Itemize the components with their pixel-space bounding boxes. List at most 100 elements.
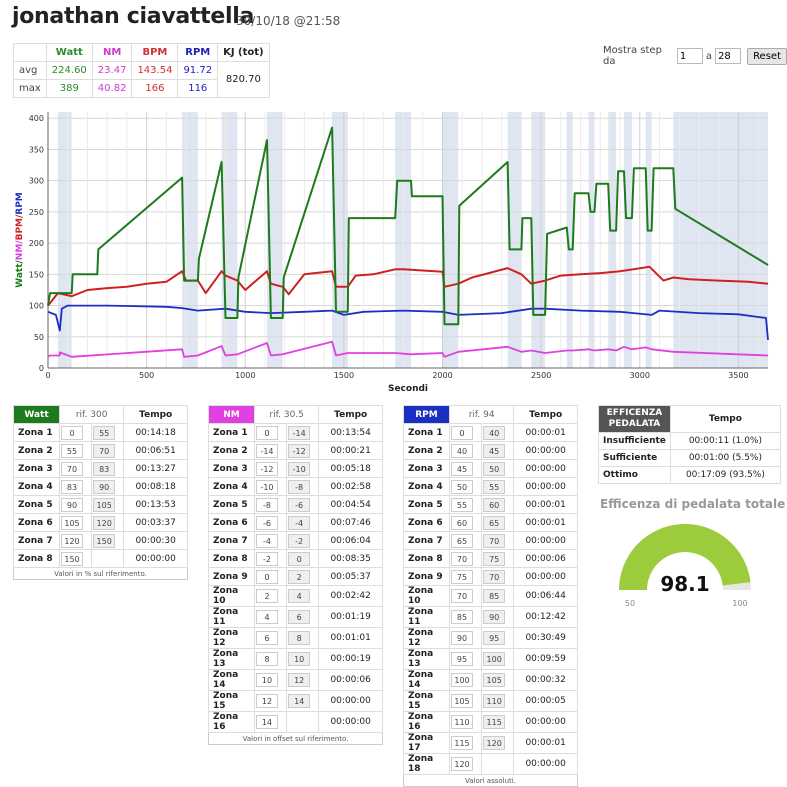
zone-min-input[interactable]: -8 bbox=[256, 497, 278, 512]
zone-min-input[interactable]: -2 bbox=[256, 551, 278, 566]
zone-max-input[interactable]: 14 bbox=[288, 694, 311, 708]
zone-max-input[interactable]: 100 bbox=[483, 652, 506, 666]
zone-min-input[interactable]: 150 bbox=[61, 551, 83, 566]
zone-max-input[interactable]: 4 bbox=[288, 589, 311, 603]
gauge-value: 98.1 bbox=[660, 572, 709, 596]
zone-min-input[interactable]: 50 bbox=[451, 479, 473, 494]
step-to-input[interactable] bbox=[715, 48, 742, 64]
zone-table-rif: rif. 300 bbox=[58, 405, 125, 424]
zone-time: 00:08:35 bbox=[318, 549, 383, 568]
zone-max-input[interactable]: 95 bbox=[483, 631, 506, 645]
zone-max-input[interactable]: 90 bbox=[93, 479, 116, 494]
zone-time: 00:01:01 bbox=[318, 627, 383, 649]
zone-max-input[interactable]: 90 bbox=[483, 610, 506, 624]
x-tick-label: 1000 bbox=[235, 371, 255, 380]
zone-min-input[interactable]: 12 bbox=[256, 694, 278, 708]
zone-max-input[interactable]: 40 bbox=[483, 425, 506, 440]
zone-max-input[interactable]: 60 bbox=[483, 497, 506, 512]
zone-max-input[interactable]: 12 bbox=[288, 673, 311, 687]
step-from-input[interactable] bbox=[676, 48, 703, 64]
zone-min-input[interactable]: 85 bbox=[451, 610, 473, 624]
zone-max-input[interactable]: 70 bbox=[483, 569, 506, 584]
zone-min-input[interactable]: -4 bbox=[256, 533, 278, 548]
zone-max-input[interactable]: -4 bbox=[288, 515, 311, 530]
zone-min-input[interactable]: 0 bbox=[61, 425, 83, 440]
table-row: Zona 14 10 12 00:00:06 bbox=[208, 669, 383, 691]
zone-max-input[interactable]: 70 bbox=[93, 443, 116, 458]
zone-min-input[interactable]: 4 bbox=[256, 610, 278, 624]
zone-min-input[interactable]: 75 bbox=[451, 569, 473, 584]
zone-max-input[interactable]: 6 bbox=[288, 610, 311, 624]
zone-max-input[interactable]: 83 bbox=[93, 461, 116, 476]
zone-max-input[interactable]: -12 bbox=[288, 443, 311, 458]
zone-max-input[interactable]: 50 bbox=[483, 461, 506, 476]
zone-min-input[interactable]: 45 bbox=[451, 461, 473, 476]
zone-max-input[interactable]: 0 bbox=[288, 551, 311, 566]
zone-min-input[interactable]: 65 bbox=[451, 533, 473, 548]
zone-min-input[interactable]: -6 bbox=[256, 515, 278, 530]
zone-min-input[interactable]: 105 bbox=[61, 515, 83, 530]
zone-min-input[interactable]: 0 bbox=[451, 425, 473, 440]
zone-min-input[interactable]: 0 bbox=[256, 425, 278, 440]
zone-min-input[interactable]: 0 bbox=[256, 569, 278, 584]
zone-max-input[interactable]: 115 bbox=[483, 715, 506, 729]
y-tick-label: 400 bbox=[29, 114, 44, 123]
zone-min-input[interactable]: 70 bbox=[451, 589, 473, 603]
zone-max-input[interactable]: -8 bbox=[288, 479, 311, 494]
zone-max-input[interactable]: 105 bbox=[483, 673, 506, 687]
zone-max-input[interactable]: 10 bbox=[288, 652, 311, 666]
zone-max-input[interactable]: -10 bbox=[288, 461, 311, 476]
zone-max-input[interactable]: 2 bbox=[288, 569, 311, 584]
zone-max-input[interactable]: 75 bbox=[483, 551, 506, 566]
zone-min-input[interactable]: 10 bbox=[256, 673, 278, 687]
zone-time: 00:00:00 bbox=[318, 711, 383, 733]
zone-max-input[interactable]: 45 bbox=[483, 443, 506, 458]
zone-min-input[interactable]: 105 bbox=[451, 694, 473, 708]
table-row: Zona 2 55 70 00:06:51 bbox=[13, 441, 188, 460]
zone-max-input[interactable]: -14 bbox=[288, 425, 311, 440]
zone-table-title: Watt bbox=[13, 405, 60, 424]
zone-min-input[interactable]: 120 bbox=[451, 757, 473, 771]
zone-label: Zona 4 bbox=[403, 477, 450, 496]
zone-min-input[interactable]: -12 bbox=[256, 461, 278, 476]
zone-min-input[interactable]: 83 bbox=[61, 479, 83, 494]
zone-min-input[interactable]: 90 bbox=[451, 631, 473, 645]
zone-min-input[interactable]: 55 bbox=[451, 497, 473, 512]
zone-min-input[interactable]: 2 bbox=[256, 589, 278, 603]
zone-max-input[interactable]: 120 bbox=[93, 515, 116, 530]
zone-min-input[interactable]: 115 bbox=[451, 736, 473, 750]
zone-min-input[interactable]: 70 bbox=[451, 551, 473, 566]
zone-max-input[interactable]: -2 bbox=[288, 533, 311, 548]
zone-min-input[interactable]: 60 bbox=[451, 515, 473, 530]
zone-min-input[interactable]: 6 bbox=[256, 631, 278, 645]
zone-max-input[interactable]: 70 bbox=[483, 533, 506, 548]
zone-max-input[interactable]: 110 bbox=[483, 694, 506, 708]
zone-min-input[interactable]: 40 bbox=[451, 443, 473, 458]
zone-time: 00:13:54 bbox=[318, 423, 383, 442]
zone-max-input[interactable]: 55 bbox=[483, 479, 506, 494]
zone-min-input[interactable]: 55 bbox=[61, 443, 83, 458]
zone-max-input[interactable]: 120 bbox=[483, 736, 506, 750]
zone-max-input[interactable]: 85 bbox=[483, 589, 506, 603]
zone-time: 00:01:19 bbox=[318, 606, 383, 628]
zone-min-input[interactable]: -14 bbox=[256, 443, 278, 458]
zone-min-input[interactable]: 90 bbox=[61, 497, 83, 512]
x-tick-label: 2000 bbox=[432, 371, 452, 380]
zone-min-input[interactable]: 14 bbox=[256, 715, 278, 729]
zone-min-input[interactable]: -10 bbox=[256, 479, 278, 494]
zone-min-input[interactable]: 95 bbox=[451, 652, 473, 666]
zone-min-input[interactable]: 8 bbox=[256, 652, 278, 666]
zone-max-input[interactable]: 8 bbox=[288, 631, 311, 645]
zone-max-input[interactable]: 150 bbox=[93, 533, 116, 548]
zone-max-input[interactable]: 55 bbox=[93, 425, 116, 440]
zone-min-input[interactable]: 70 bbox=[61, 461, 83, 476]
reset-button[interactable]: Reset bbox=[747, 47, 787, 65]
y-tick-label: 0 bbox=[39, 364, 44, 373]
zone-max-input[interactable]: 65 bbox=[483, 515, 506, 530]
zone-min-input[interactable]: 120 bbox=[61, 533, 83, 548]
zone-label: Zona 14 bbox=[403, 669, 450, 691]
zone-min-input[interactable]: 110 bbox=[451, 715, 473, 729]
zone-min-input[interactable]: 100 bbox=[451, 673, 473, 687]
zone-max-input[interactable]: 105 bbox=[93, 497, 116, 512]
zone-max-input[interactable]: -6 bbox=[288, 497, 311, 512]
